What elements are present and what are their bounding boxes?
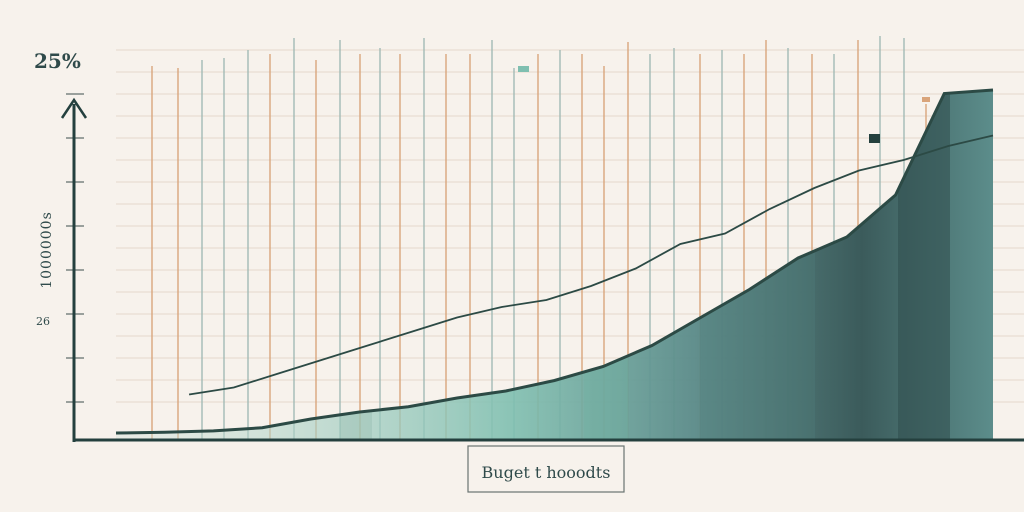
line-series	[188, 134, 994, 396]
area-fill	[116, 90, 993, 440]
axes	[60, 97, 1024, 442]
y-axis-label: 1000000s	[39, 211, 55, 289]
area-band	[898, 90, 950, 440]
top-percent-label: 25%	[34, 49, 81, 73]
marker-orange	[922, 97, 930, 102]
area-top-edge	[115, 88, 994, 435]
area-band	[340, 90, 372, 440]
x-axis-label: Buget t hooodts	[482, 463, 611, 482]
marker-square	[869, 134, 880, 143]
y-tick-label: 26	[36, 315, 50, 328]
y-axis-arrow	[60, 97, 88, 119]
area-band	[584, 90, 628, 440]
series-line	[188, 134, 994, 396]
x-axis-label-box	[467, 445, 625, 493]
markers	[518, 66, 930, 143]
area-band	[700, 90, 815, 440]
marker-small	[518, 66, 529, 72]
